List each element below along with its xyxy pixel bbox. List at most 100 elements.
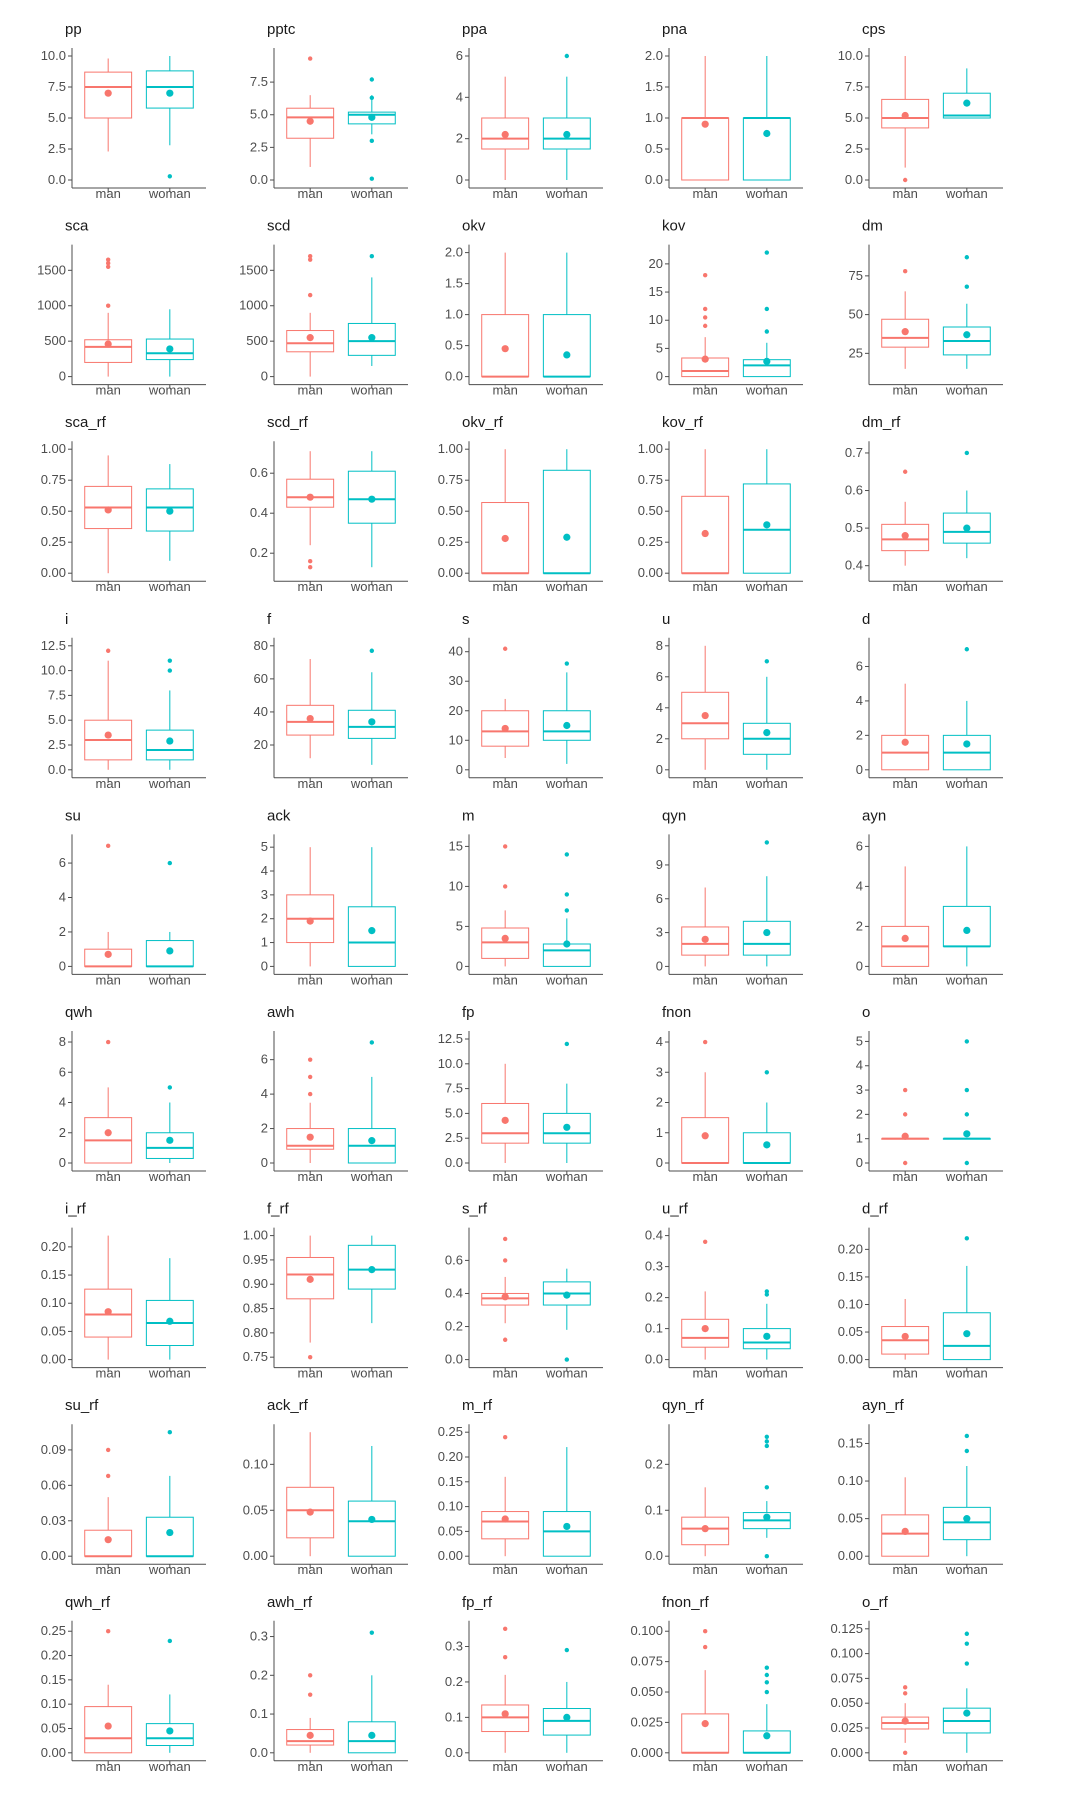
outlier-point <box>902 1691 908 1696</box>
box-man <box>681 56 730 181</box>
mean-point <box>763 1513 771 1521</box>
box-woman <box>542 1447 591 1557</box>
y-tick-label: 0.00 <box>41 1352 66 1367</box>
x-tick-label: man <box>893 383 918 398</box>
box-man <box>481 1434 530 1557</box>
y-tick-label: 500 <box>246 333 268 348</box>
outlier-point <box>764 1689 770 1695</box>
mean-point <box>963 99 971 107</box>
y-tick-label: 1.0 <box>645 110 663 125</box>
y-tick-label: 0.10 <box>438 1499 463 1514</box>
y-tick-label: 0.15 <box>438 1474 463 1489</box>
x-tick-label: man <box>96 383 121 398</box>
iqr-box <box>84 1706 133 1754</box>
y-tick-label: 0 <box>856 762 863 777</box>
y-tick-label: 0.0 <box>445 1352 463 1367</box>
mean-point <box>901 1332 909 1341</box>
x-tick-label: man <box>693 186 718 201</box>
mean-point <box>501 1293 509 1301</box>
outlier-point <box>307 1057 313 1062</box>
x-tick-label: man <box>298 1759 323 1774</box>
y-tick-label: 0.2 <box>645 1290 663 1305</box>
mean-point <box>901 328 909 336</box>
x-tick-label: man <box>298 972 323 987</box>
y-tick-label: 0.1 <box>645 1502 663 1517</box>
outlier-point <box>964 255 970 260</box>
y-tick-label: 4 <box>656 700 663 715</box>
mean-point <box>166 507 174 515</box>
x-tick-label: man <box>693 1366 718 1381</box>
panel-title: su <box>65 807 81 824</box>
iqr-box <box>742 483 791 574</box>
outlier-point <box>702 272 708 278</box>
outlier-point <box>369 95 375 100</box>
x-tick-label: man <box>693 1759 718 1774</box>
mean-point <box>901 1527 909 1535</box>
panel-scd_rf: scd_rf 0.2 0.4 0.6 man woman <box>250 414 408 594</box>
mean-point <box>901 111 909 120</box>
panel-su_rf: su_rf 0.00 0.03 0.06 0.09 man woman <box>41 1397 206 1577</box>
outlier-point <box>502 844 508 849</box>
x-tick-label: man <box>893 1759 918 1774</box>
panel-title: fp <box>462 1004 475 1021</box>
box-man <box>84 1039 133 1164</box>
box-woman <box>742 250 791 378</box>
panel-title: d_rf <box>862 1201 889 1218</box>
y-tick-label: 0.10 <box>838 1296 863 1311</box>
panel-title: o_rf <box>862 1594 889 1611</box>
x-tick-label: woman <box>545 776 588 791</box>
panel-i_rf: i_rf 0.00 0.05 0.10 0.15 0.20 man woman <box>41 1201 206 1381</box>
box-woman <box>542 449 591 575</box>
panel-title: cps <box>862 21 885 38</box>
mean-point <box>963 1130 971 1138</box>
y-tick-label: 0.2 <box>445 1319 463 1334</box>
box-man <box>286 847 335 967</box>
panel-title: fnon <box>662 1004 691 1021</box>
y-tick-label: 3 <box>656 925 663 940</box>
y-tick-label: 4 <box>856 693 863 708</box>
x-tick-label: woman <box>350 776 393 791</box>
outlier-point <box>964 1087 970 1093</box>
panel-s: s 0 10 20 30 40 man woman <box>449 611 603 791</box>
box-man <box>286 1432 335 1557</box>
iqr-box <box>286 478 335 508</box>
outlier-point <box>764 1554 770 1559</box>
y-tick-label: 0.0 <box>645 172 663 187</box>
panel-title: u <box>662 611 670 628</box>
mean-point <box>368 718 376 726</box>
box-woman <box>742 1665 791 1754</box>
y-tick-label: 0.05 <box>41 1720 66 1735</box>
y-tick-label: 10 <box>449 878 463 893</box>
outlier-point <box>764 1289 770 1294</box>
y-tick-label: 0.050 <box>830 1695 863 1710</box>
box-man <box>286 451 335 570</box>
mean-point <box>501 534 509 543</box>
panel-fp_rf: fp_rf 0.0 0.1 0.2 0.3 man woman <box>445 1594 603 1774</box>
box-man <box>881 269 930 369</box>
panel-title: scd_rf <box>267 414 309 431</box>
mean-point <box>104 340 112 348</box>
y-tick-label: 0.75 <box>438 472 463 487</box>
outlier-point <box>564 1357 570 1362</box>
y-tick-label: 1000 <box>37 298 66 313</box>
panel-s_rf: s_rf 0.0 0.2 0.4 0.6 man woman <box>445 1201 603 1381</box>
y-tick-label: 0.025 <box>630 1714 663 1729</box>
outlier-point <box>964 1039 970 1044</box>
panel-qwh_rf: qwh_rf 0.00 0.05 0.10 0.15 0.20 0.25 man woman <box>41 1594 206 1774</box>
iqr-box <box>145 1132 194 1159</box>
y-tick-label: 6 <box>261 1052 268 1067</box>
y-tick-label: 1.00 <box>243 1228 268 1243</box>
outlier-point <box>902 1685 908 1690</box>
y-tick-label: 0.3 <box>645 1259 663 1274</box>
panel-fp: fp 0.0 2.5 5.0 7.5 10.0 12.5 man woman <box>438 1004 603 1184</box>
y-tick-label: 0.4 <box>645 1228 663 1243</box>
outlier-point <box>564 892 570 897</box>
box-man <box>84 843 133 968</box>
mean-point <box>963 926 971 935</box>
y-tick-label: 10.0 <box>838 48 863 63</box>
iqr-box <box>145 1723 194 1747</box>
outlier-point <box>502 1236 508 1242</box>
panel-title: sca <box>65 218 89 235</box>
x-tick-label: man <box>493 1169 518 1184</box>
box-woman <box>347 253 396 366</box>
